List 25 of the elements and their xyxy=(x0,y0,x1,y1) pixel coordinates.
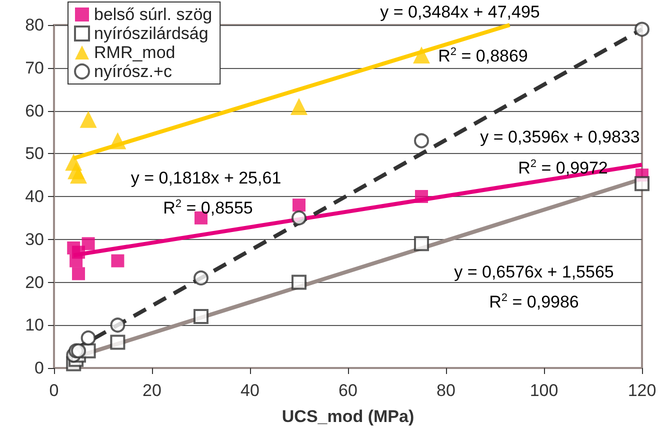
legend-label: RMR_mod xyxy=(94,43,176,62)
x-tick-label: 120 xyxy=(628,381,656,400)
y-tick-label: 20 xyxy=(25,272,44,292)
x-tick-label: 80 xyxy=(436,381,456,400)
annotation: y = 0,3596x + 0,9833 xyxy=(480,128,640,146)
legend-label: nyírószilárdság xyxy=(94,24,208,43)
y-tick-label: 30 xyxy=(25,230,44,249)
x-tick-label: 0 xyxy=(49,381,59,400)
x-tick-label: 60 xyxy=(338,381,358,400)
legend-label: belső súrl. szög xyxy=(94,5,212,24)
x-tick-label: 100 xyxy=(530,381,558,400)
text: y = 0,3484x + 47,495 xyxy=(380,2,540,22)
y-tick-label: 40 xyxy=(25,187,44,206)
annotation: y = 0,1818x + 25,61 xyxy=(130,168,282,188)
x-tick-label: 40 xyxy=(240,381,260,400)
y-tick-label: 70 xyxy=(25,58,44,78)
y-tick-label: 0 xyxy=(34,358,44,378)
y-tick-label: 10 xyxy=(25,316,44,335)
y-tick-label: 60 xyxy=(25,101,44,120)
x-tick-label: 20 xyxy=(142,381,162,400)
x-axis-title: UCS_mod (MPa) xyxy=(282,407,414,426)
annotation: y = 0,6576x + 1,5565 xyxy=(454,262,614,282)
legend-label: nyírósz.+c xyxy=(94,62,172,81)
y-tick-label: 80 xyxy=(25,16,44,34)
y-tick-label: 50 xyxy=(25,144,44,164)
